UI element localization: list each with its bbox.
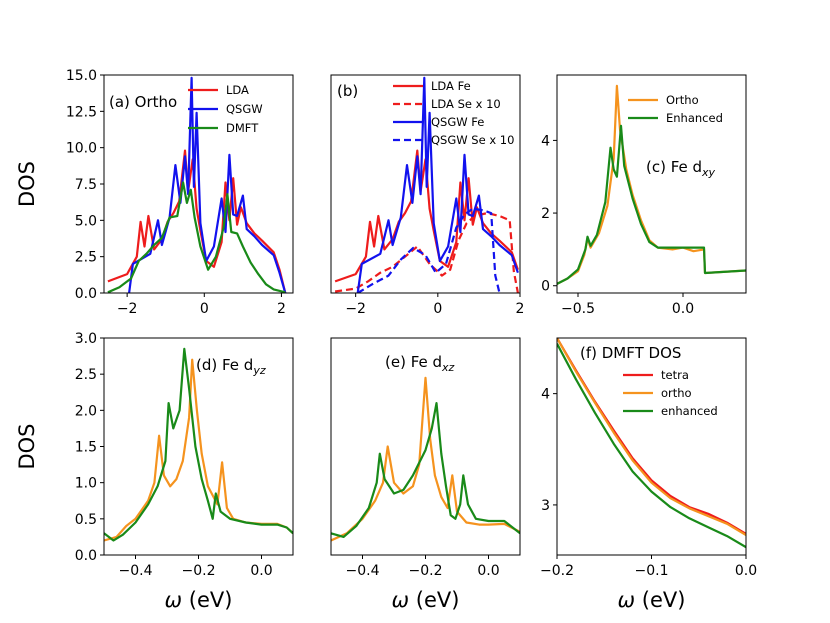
x-tick-label-a-1: 0: [200, 301, 209, 317]
legend-label-b-0: LDA Fe: [431, 79, 471, 93]
legend-label-a-1: QSGW: [226, 102, 263, 116]
x-tick-label-d-1: −0.2: [182, 563, 216, 579]
legend-label-f-2: enhanced: [661, 404, 718, 418]
x-tick-label-f-1: −0.1: [635, 563, 669, 579]
x-tick-label-e-0: −0.4: [346, 563, 380, 579]
y-tick-label-d-2: 1.0: [75, 476, 97, 492]
y-tick-label-d-4: 2.0: [75, 403, 97, 419]
y-tick-label-a-3: 7.5: [75, 177, 97, 193]
legend-c: Ortho Enhanced: [628, 93, 723, 125]
panel-a: −2 0 2 0.0 2.5 5.0 7.5 10.0 12.5 15.0 DOS (a) Ortho…: [15, 68, 294, 317]
series-line-c-1: [557, 124, 746, 285]
x-tick-label-b-1: 0: [433, 301, 442, 317]
x-tick-label-c-1: 0.0: [672, 301, 694, 317]
y-tick-label-f-1: 4: [541, 387, 550, 403]
x-tick-label-b-2: 2: [516, 301, 525, 317]
x-tick-label-a-2: 2: [277, 301, 286, 317]
series-line-e-0: [331, 376, 520, 542]
x-axis-label-e: ω (eV): [392, 588, 460, 612]
y-tick-label-c-0: 0: [541, 279, 550, 295]
panel-label-a: (a) Ortho: [109, 93, 177, 111]
series-line-f-0: [557, 338, 746, 535]
series-line-e-1: [331, 402, 520, 538]
x-tick-label-e-1: −0.2: [409, 563, 443, 579]
y-tick-label-d-1: 0.5: [75, 512, 97, 528]
x-tick-label-b-0: −2: [345, 301, 366, 317]
y-tick-label-a-1: 2.5: [75, 250, 97, 266]
legend-label-b-3: QSGW Se x 10: [431, 133, 514, 147]
y-tick-label-f-0: 3: [541, 498, 550, 514]
legend-label-f-1: ortho: [661, 386, 692, 400]
legend-label-a-2: DMFT: [226, 121, 259, 135]
panel-f: −0.2 −0.1 0.0 3 4 ω (eV) (f) DMFT DOS tetra orth…: [540, 337, 757, 612]
y-tick-label-d-0: 0.0: [75, 548, 97, 564]
axes-frame-c: [556, 74, 747, 294]
axes-frame-f: [556, 337, 747, 556]
series-line-f-2: [557, 343, 746, 549]
series-line-b-3: [357, 207, 501, 293]
y-tick-label-a-2: 5.0: [75, 213, 97, 229]
y-tick-label-c-2: 4: [541, 133, 550, 149]
panel-d: −0.4 −0.2 0.0 0.0 0.5 1.0 1.5 2.0 2.5 3.0 DOS ω (eV…: [15, 331, 294, 612]
y-tick-label-d-6: 3.0: [75, 331, 97, 347]
legend-label-b-1: LDA Se x 10: [431, 97, 501, 111]
legend-a: LDA QSGW DMFT: [188, 83, 263, 135]
legend-f: tetra ortho enhanced: [623, 368, 718, 418]
y-tick-label-d-5: 2.5: [75, 367, 97, 383]
x-tick-label-c-0: −0.5: [561, 301, 595, 317]
series-line-f-1: [557, 338, 746, 536]
x-tick-label-d-0: −0.4: [119, 563, 153, 579]
series-line-a-0: [107, 149, 287, 293]
panel-label-b: (b): [337, 82, 358, 100]
y-axis-label-a: DOS: [15, 161, 39, 207]
legend-label-f-0: tetra: [661, 368, 689, 382]
panel-label-c: (c) Fe dxy: [646, 158, 716, 179]
panel-c: −0.5 0.0 0 2 4 (c) Fe dxy Ortho Enhanced: [541, 74, 747, 317]
legend-label-a-0: LDA: [226, 83, 249, 97]
x-tick-label-e-2: 0.0: [477, 563, 499, 579]
series-line-a-2: [107, 181, 286, 293]
panel-label-d: (d) Fe dyz: [196, 356, 266, 377]
y-tick-label-a-4: 10.0: [66, 141, 97, 157]
legend-label-c-0: Ortho: [666, 93, 699, 107]
y-tick-label-a-5: 12.5: [66, 104, 97, 120]
series-line-d-1: [104, 347, 293, 542]
panel-b: −2 0 2 (b) LDA Fe LDA Se x 10 QSGW Fe QSGW Se x…: [330, 74, 525, 317]
series-line-b-2: [356, 76, 519, 293]
x-tick-label-a-0: −2: [117, 301, 138, 317]
legend-label-c-1: Enhanced: [666, 111, 723, 125]
y-axis-label-d: DOS: [15, 423, 39, 469]
x-axis-label-f: ω (eV): [618, 588, 686, 612]
y-tick-label-c-1: 2: [541, 206, 550, 222]
series-line-b-0: [334, 149, 519, 283]
y-tick-label-a-6: 15.0: [66, 68, 97, 84]
panel-label-e: (e) Fe dxz: [385, 353, 455, 374]
legend-b: LDA Fe LDA Se x 10 QSGW Fe QSGW Se x 10: [393, 79, 514, 147]
x-tick-label-d-2: 0.0: [250, 563, 272, 579]
axes-frame-b: [330, 74, 521, 294]
y-tick-label-a-0: 0.0: [75, 286, 97, 302]
x-axis-label-d: ω (eV): [165, 588, 233, 612]
y-tick-label-d-3: 1.5: [75, 440, 97, 456]
series-line-b-1: [334, 212, 519, 293]
series-line-a-1: [128, 76, 287, 293]
series-line-d-0: [104, 358, 293, 542]
x-tick-label-f-2: 0.0: [735, 563, 757, 579]
x-tick-label-f-0: −0.2: [540, 563, 574, 579]
panel-label-f: (f) DMFT DOS: [580, 344, 681, 362]
legend-label-b-2: QSGW Fe: [431, 115, 484, 129]
panel-e: −0.4 −0.2 0.0 ω (eV) (e) Fe dxz: [330, 337, 521, 612]
